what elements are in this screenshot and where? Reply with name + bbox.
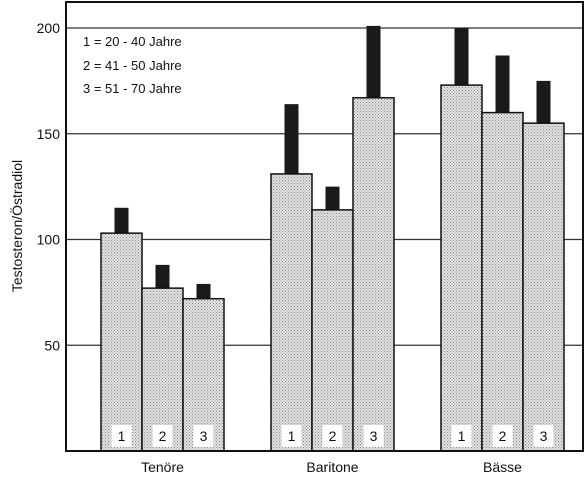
bar-number-box	[193, 425, 214, 447]
category-label: Bässe	[483, 459, 522, 475]
bar	[311, 209, 354, 452]
y-tick-label: 100	[37, 232, 61, 248]
category-label: Tenöre	[141, 459, 184, 475]
category-label: Baritone	[306, 459, 358, 475]
bar	[100, 232, 143, 452]
bar-number-box	[152, 425, 173, 447]
category-labels: Tenöre Baritone Bässe	[141, 459, 522, 475]
bar	[270, 173, 313, 452]
bar-number-label: 2	[329, 428, 337, 444]
bar	[481, 111, 524, 452]
error-bar	[325, 186, 340, 210]
bar-number-label: 1	[458, 428, 466, 444]
bar-number-label: 3	[370, 428, 378, 444]
bar	[440, 84, 483, 452]
error-bar	[495, 55, 510, 113]
error-bar	[366, 25, 381, 98]
y-tick-label: 150	[37, 126, 61, 142]
legend-entry: 3 = 51 - 70 Jahre	[83, 81, 182, 96]
bar-number-box	[533, 425, 554, 447]
bar-number-box	[492, 425, 513, 447]
bar-number-label: 2	[499, 428, 507, 444]
bar-number-box	[451, 425, 472, 447]
bar-number-box	[363, 425, 384, 447]
legend-entry: 2 = 41 - 50 Jahre	[83, 58, 182, 73]
bar	[352, 97, 395, 452]
legend-entry: 1 = 20 - 40 Jahre	[83, 34, 182, 49]
error-bar	[536, 80, 551, 124]
y-axis-label: Testosteron/Östradiol	[8, 160, 25, 292]
bar-number-box	[322, 425, 343, 447]
bar	[141, 287, 184, 452]
y-tick-label: 50	[44, 337, 60, 353]
error-bar	[454, 28, 469, 86]
error-bar	[196, 283, 211, 299]
error-bar	[114, 207, 129, 234]
bar-number-label: 1	[288, 428, 296, 444]
bar-number-label: 3	[540, 428, 548, 444]
bar-number-label: 2	[159, 428, 167, 444]
bar-number-box	[111, 425, 132, 447]
y-tick-labels: 50 100 150 200	[37, 20, 61, 353]
legend: 1 = 20 - 40 Jahre 2 = 41 - 50 Jahre 3 = …	[83, 34, 182, 96]
bars: 1 2 3 1 2 3 1 2 3	[100, 25, 565, 452]
y-tick-label: 200	[37, 20, 61, 36]
plot-frame	[65, 1, 584, 452]
bar-number-label: 3	[200, 428, 208, 444]
bar-number-label: 1	[118, 428, 126, 444]
bar	[522, 122, 565, 452]
bar-number-box	[281, 425, 302, 447]
error-bar	[155, 264, 170, 289]
error-bar	[284, 104, 299, 174]
